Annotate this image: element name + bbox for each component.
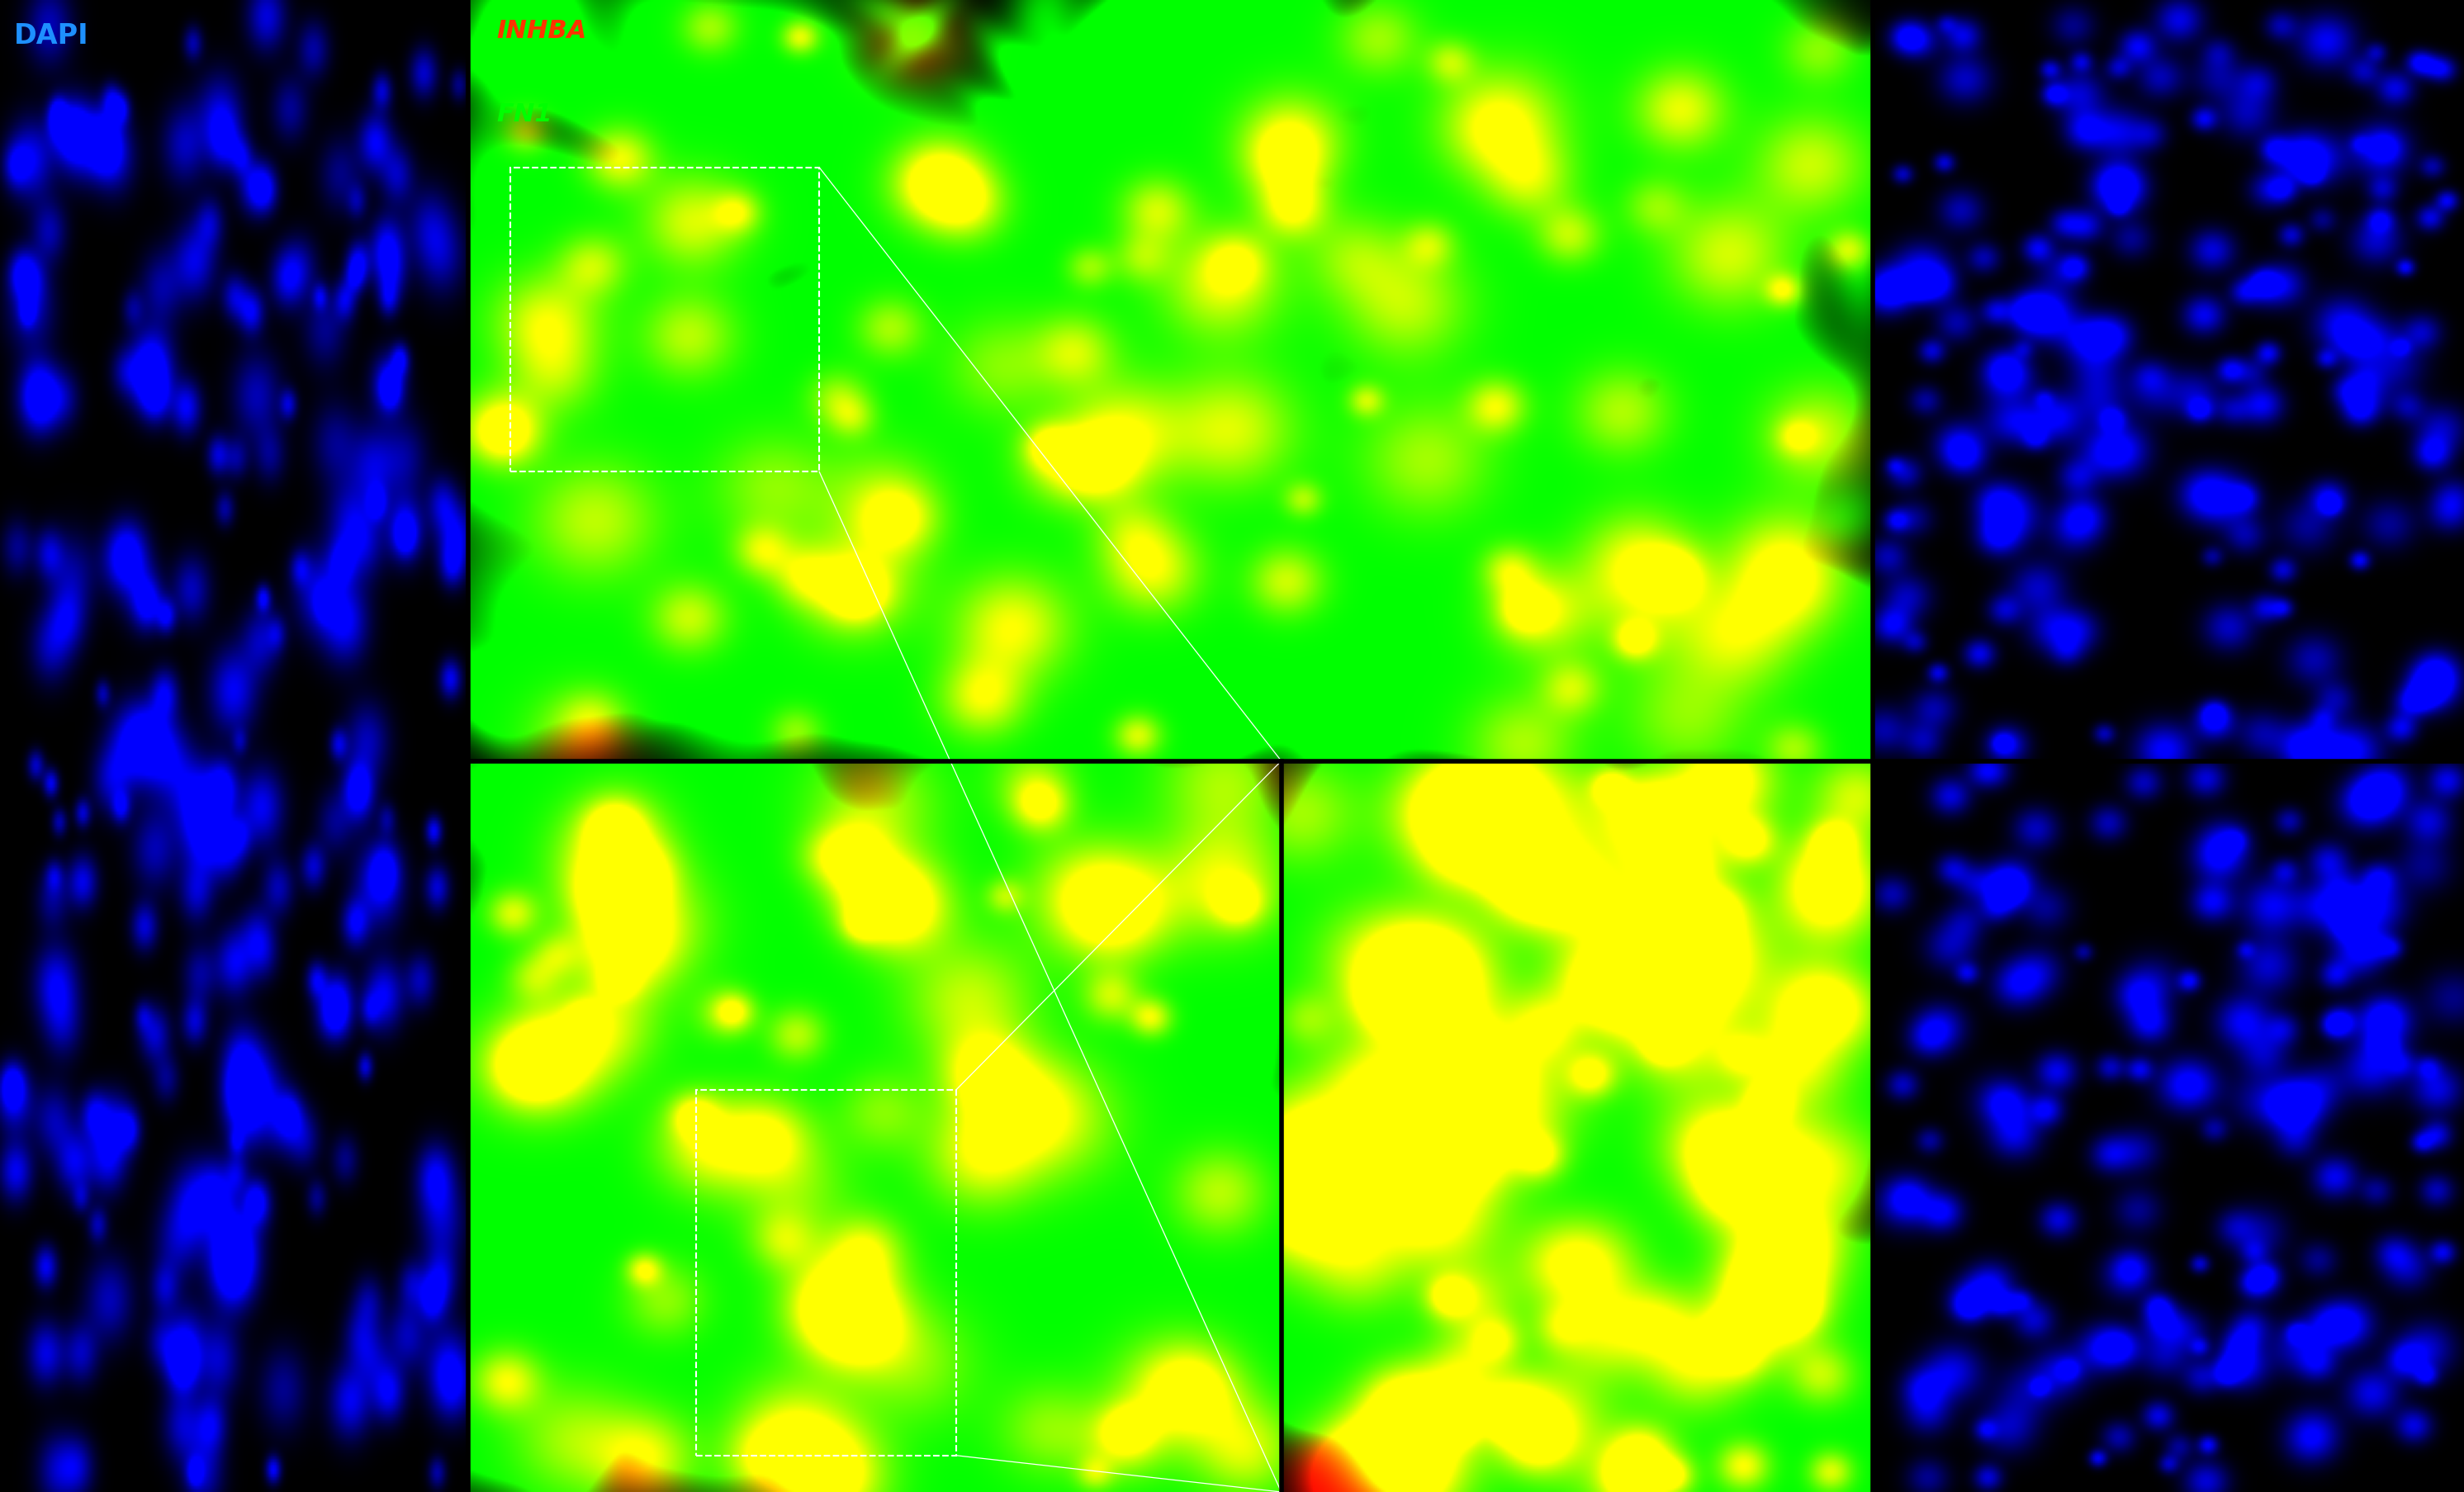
Text: DAPI: DAPI bbox=[15, 22, 89, 49]
Text: FN1: FN1 bbox=[495, 103, 552, 127]
Bar bbox=[510, 167, 818, 471]
Text: INHBA: INHBA bbox=[495, 19, 586, 43]
Bar bbox=[695, 1089, 956, 1456]
